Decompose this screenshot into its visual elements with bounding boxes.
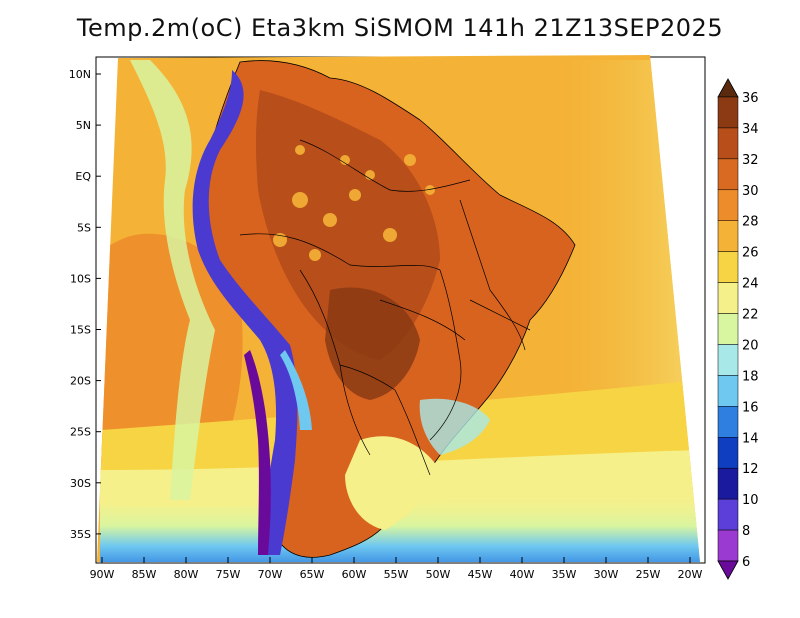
lat-label: 5N [76,119,91,132]
lon-label: 60W [342,568,367,581]
andes-cold-strip [192,70,298,555]
colorbar-segment [717,251,739,283]
colorbar: 36 34 32 30 28 26 24 22 20 18 16 14 12 10 8 6 [717,78,759,580]
colorbar-label: 18 [742,369,759,384]
colorbar-label: 34 [742,122,759,137]
lat-label: 10S [70,272,91,285]
lon-label: 30W [594,568,619,581]
andes-coldest-core [244,350,271,555]
plot-title: Temp.2m(oC) Eta3km SiSMOM 141h 21Z13SEP2… [76,14,724,42]
colorbar-segment [717,406,739,438]
colorbar-label: 30 [742,184,759,199]
coastal-cool-strip [130,60,215,500]
colorbar-segment [717,220,739,252]
cool-spots [273,145,435,261]
lon-label: 65W [300,568,325,581]
country-borders [239,139,531,476]
lon-label: 45W [468,568,493,581]
lon-label: 75W [216,568,241,581]
hot-interior-amazon [255,90,440,360]
colorbar-label: 26 [742,246,759,261]
lon-label: 40W [510,568,535,581]
lon-label: 20W [678,568,703,581]
colorbar-label: 20 [742,338,759,353]
lat-label: 15S [70,324,91,337]
colorbar-label: 10 [742,493,759,508]
colorbar-label: 24 [742,277,759,292]
latitude-labels: 10N 5N EQ 5S 10S 15S 20S 25S 30S 35S [69,68,101,541]
colorbar-label: 12 [742,462,759,477]
colorbar-label: 32 [742,153,759,168]
lat-label: 10N [69,68,91,81]
lat-label: 25S [70,426,91,439]
colorbar-label: 14 [742,431,759,446]
colorbar-label: 36 [742,91,759,106]
colorbar-segment [717,375,739,407]
lat-label: EQ [75,170,91,183]
lat-label: 20S [70,375,91,388]
lon-label: 85W [132,568,157,581]
colorbar-segment [717,313,739,345]
colorbar-segment [717,529,739,562]
colorbar-segment [717,498,739,531]
colorbar-segment [717,437,739,469]
lon-label: 50W [426,568,451,581]
andes-foothill-cool [280,350,312,430]
serra-cool-zone [419,398,490,455]
lat-label: 5S [77,221,91,234]
colorbar-segment [717,189,739,221]
colorbar-top-arrow [717,78,739,98]
colorbar-label: 16 [742,400,759,415]
longitude-labels: 90W 85W 80W 75W 70W 65W 60W 55W 50W 45W 40W 35W 30W 2… [90,557,703,581]
hot-interior-center [325,287,420,400]
colorbar-bottom-arrow [717,560,739,580]
lon-label: 90W [90,568,115,581]
colorbar-label: 22 [742,308,759,323]
lon-label: 35W [552,568,577,581]
colorbar-segment [717,127,739,160]
lon-label: 80W [174,568,199,581]
lon-label: 70W [258,568,283,581]
colorbar-segment [717,282,739,314]
colorbar-label: 8 [742,524,750,539]
colorbar-label: 28 [742,215,759,230]
lon-label: 25W [636,568,661,581]
lat-label: 35S [70,528,91,541]
colorbar-segment [717,344,739,376]
lon-label: 55W [384,568,409,581]
colorbar-segment [717,96,739,129]
southeast-cool-zone [345,436,440,530]
lat-label: 30S [70,477,91,490]
colorbar-segment [717,158,739,191]
colorbar-segment [717,467,739,500]
colorbar-label: 6 [742,555,750,570]
south-cold-band [100,490,700,562]
